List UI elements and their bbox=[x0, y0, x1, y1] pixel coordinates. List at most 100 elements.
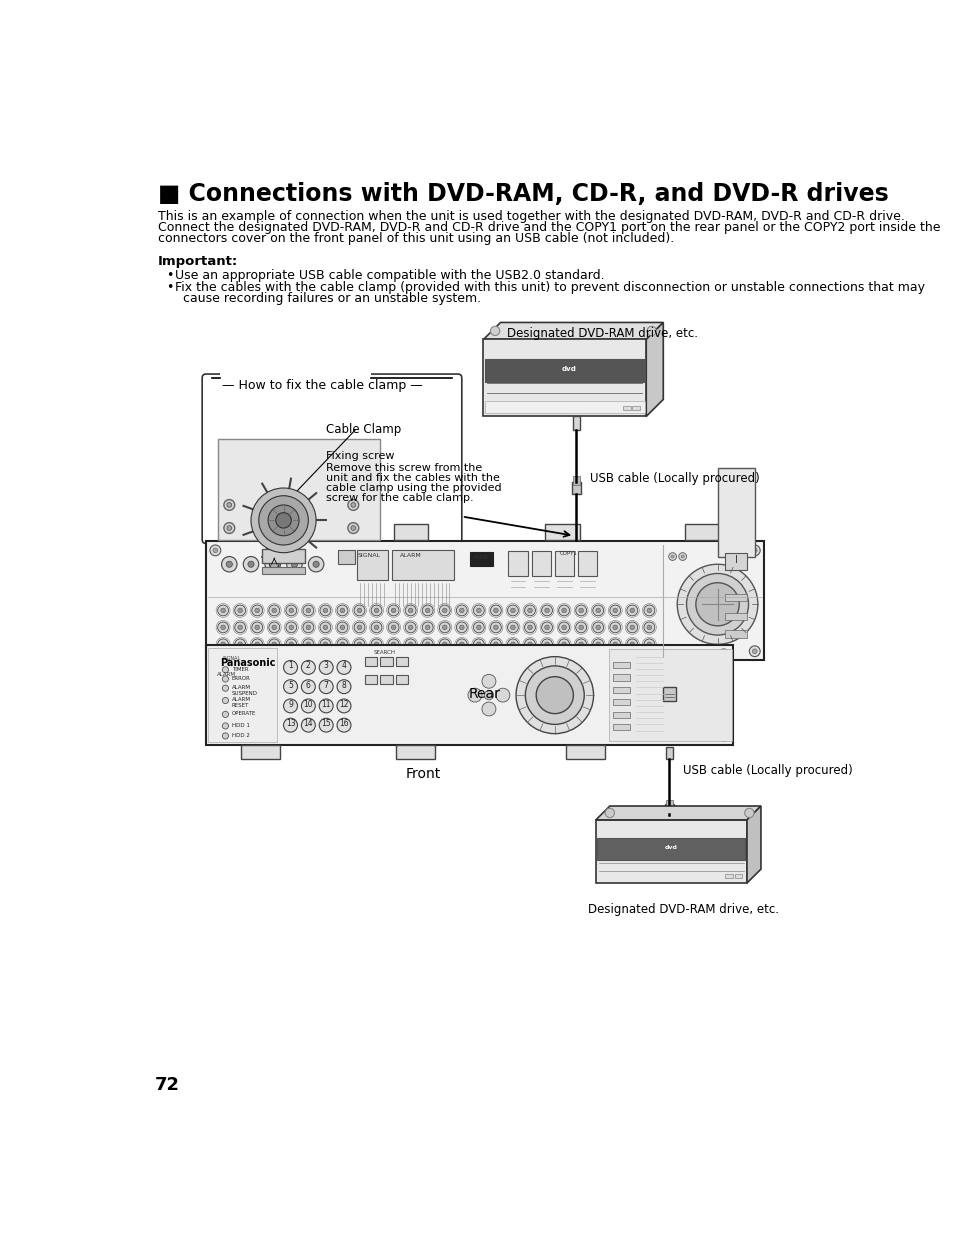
Bar bbox=[684, 524, 719, 539]
Circle shape bbox=[252, 640, 262, 649]
Text: 14: 14 bbox=[303, 719, 313, 729]
Circle shape bbox=[468, 688, 481, 703]
Circle shape bbox=[237, 642, 242, 647]
Text: OPERATE: OPERATE bbox=[232, 711, 255, 716]
Circle shape bbox=[646, 642, 651, 647]
Bar bbox=[337, 550, 355, 564]
Text: •: • bbox=[166, 281, 172, 294]
Circle shape bbox=[319, 605, 331, 616]
Circle shape bbox=[476, 609, 480, 612]
Circle shape bbox=[425, 625, 430, 630]
Text: 3: 3 bbox=[323, 662, 328, 670]
Bar bbox=[356, 550, 388, 580]
Bar bbox=[484, 401, 644, 413]
Bar bbox=[531, 552, 550, 575]
Text: USB cable (Locally procured): USB cable (Locally procured) bbox=[682, 764, 852, 777]
Circle shape bbox=[351, 526, 355, 531]
Circle shape bbox=[720, 734, 725, 738]
Circle shape bbox=[527, 625, 532, 630]
Bar bbox=[261, 549, 305, 563]
Text: ALARM: ALARM bbox=[216, 672, 235, 677]
Bar bbox=[217, 439, 380, 539]
Circle shape bbox=[323, 625, 328, 630]
Circle shape bbox=[220, 642, 225, 647]
Circle shape bbox=[592, 622, 603, 633]
Text: ERROR: ERROR bbox=[232, 675, 251, 680]
Circle shape bbox=[748, 546, 760, 555]
Bar bbox=[612, 713, 629, 719]
Text: Front: Front bbox=[405, 767, 440, 781]
Circle shape bbox=[272, 642, 276, 647]
Circle shape bbox=[609, 622, 620, 633]
Circle shape bbox=[222, 722, 229, 729]
Circle shape bbox=[303, 605, 314, 616]
Circle shape bbox=[408, 625, 413, 630]
Circle shape bbox=[222, 675, 229, 682]
Circle shape bbox=[224, 523, 234, 533]
Circle shape bbox=[612, 609, 617, 612]
Circle shape bbox=[629, 625, 634, 630]
Circle shape bbox=[575, 640, 586, 649]
Bar bbox=[724, 873, 732, 877]
Circle shape bbox=[670, 555, 674, 558]
Circle shape bbox=[374, 625, 378, 630]
Circle shape bbox=[612, 642, 617, 647]
Bar bbox=[484, 359, 644, 382]
Circle shape bbox=[646, 327, 656, 335]
Circle shape bbox=[473, 605, 484, 616]
Circle shape bbox=[210, 649, 220, 659]
Bar bbox=[612, 674, 629, 680]
Circle shape bbox=[270, 562, 275, 568]
Circle shape bbox=[544, 642, 549, 647]
Bar bbox=[395, 745, 435, 760]
Circle shape bbox=[422, 640, 433, 649]
Circle shape bbox=[536, 677, 573, 714]
Text: •: • bbox=[166, 270, 172, 282]
Circle shape bbox=[646, 609, 651, 612]
Circle shape bbox=[308, 557, 323, 571]
Circle shape bbox=[291, 562, 297, 568]
Circle shape bbox=[301, 699, 315, 713]
Bar bbox=[206, 541, 763, 661]
Circle shape bbox=[237, 609, 242, 612]
Circle shape bbox=[596, 625, 599, 630]
Circle shape bbox=[604, 808, 614, 818]
FancyBboxPatch shape bbox=[202, 374, 461, 543]
Circle shape bbox=[336, 605, 348, 616]
Circle shape bbox=[227, 526, 232, 531]
Text: Remove this screw from the: Remove this screw from the bbox=[326, 463, 482, 473]
Text: 5: 5 bbox=[288, 680, 293, 690]
Circle shape bbox=[422, 622, 433, 633]
Circle shape bbox=[439, 605, 450, 616]
Text: 1: 1 bbox=[288, 662, 293, 670]
Circle shape bbox=[348, 500, 358, 511]
Circle shape bbox=[476, 642, 480, 647]
Circle shape bbox=[286, 557, 302, 571]
Circle shape bbox=[354, 622, 365, 633]
Circle shape bbox=[227, 502, 232, 507]
Circle shape bbox=[336, 680, 351, 694]
Text: 7: 7 bbox=[323, 680, 328, 690]
Circle shape bbox=[680, 555, 683, 558]
Circle shape bbox=[270, 559, 278, 569]
Circle shape bbox=[210, 646, 220, 657]
Circle shape bbox=[507, 622, 517, 633]
Text: 72: 72 bbox=[154, 1076, 180, 1095]
Bar bbox=[545, 661, 579, 675]
Circle shape bbox=[234, 622, 245, 633]
Bar bbox=[365, 657, 377, 666]
Circle shape bbox=[668, 649, 676, 657]
Circle shape bbox=[213, 548, 217, 553]
Text: SIGNAL: SIGNAL bbox=[223, 657, 241, 662]
Text: cable clamp using the provided: cable clamp using the provided bbox=[326, 482, 501, 492]
Polygon shape bbox=[483, 323, 662, 339]
Circle shape bbox=[340, 625, 344, 630]
Bar bbox=[545, 524, 579, 539]
Circle shape bbox=[252, 622, 262, 633]
Bar bbox=[596, 820, 746, 883]
Circle shape bbox=[371, 640, 381, 649]
Circle shape bbox=[269, 622, 279, 633]
Circle shape bbox=[481, 703, 496, 716]
Text: 8: 8 bbox=[341, 680, 346, 690]
Text: dvd: dvd bbox=[560, 366, 576, 371]
